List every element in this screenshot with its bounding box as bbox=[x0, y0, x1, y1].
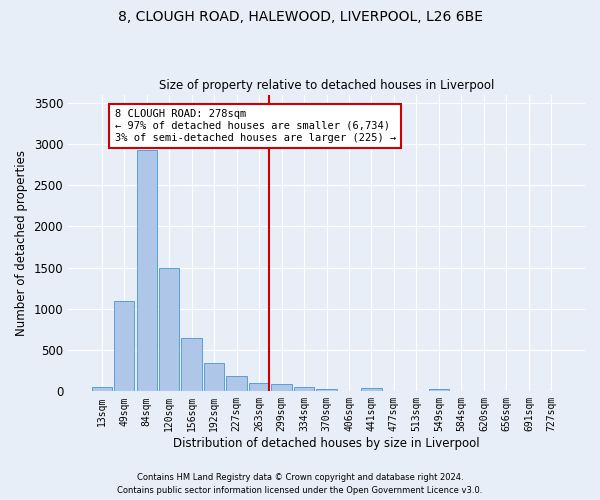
Bar bbox=[114, 300, 134, 392]
Text: Contains HM Land Registry data © Crown copyright and database right 2024.
Contai: Contains HM Land Registry data © Crown c… bbox=[118, 474, 482, 495]
X-axis label: Distribution of detached houses by size in Liverpool: Distribution of detached houses by size … bbox=[173, 437, 480, 450]
Bar bbox=[294, 387, 314, 392]
Bar bbox=[429, 389, 449, 392]
Bar bbox=[249, 382, 269, 392]
Title: Size of property relative to detached houses in Liverpool: Size of property relative to detached ho… bbox=[159, 79, 494, 92]
Y-axis label: Number of detached properties: Number of detached properties bbox=[15, 150, 28, 336]
Bar bbox=[137, 150, 157, 392]
Text: 8 CLOUGH ROAD: 278sqm
← 97% of detached houses are smaller (6,734)
3% of semi-de: 8 CLOUGH ROAD: 278sqm ← 97% of detached … bbox=[115, 110, 396, 142]
Bar bbox=[226, 376, 247, 392]
Bar bbox=[271, 384, 292, 392]
Bar bbox=[204, 364, 224, 392]
Bar bbox=[92, 387, 112, 392]
Text: 8, CLOUGH ROAD, HALEWOOD, LIVERPOOL, L26 6BE: 8, CLOUGH ROAD, HALEWOOD, LIVERPOOL, L26… bbox=[118, 10, 482, 24]
Bar bbox=[159, 268, 179, 392]
Bar bbox=[361, 388, 382, 392]
Bar bbox=[181, 338, 202, 392]
Bar bbox=[316, 389, 337, 392]
